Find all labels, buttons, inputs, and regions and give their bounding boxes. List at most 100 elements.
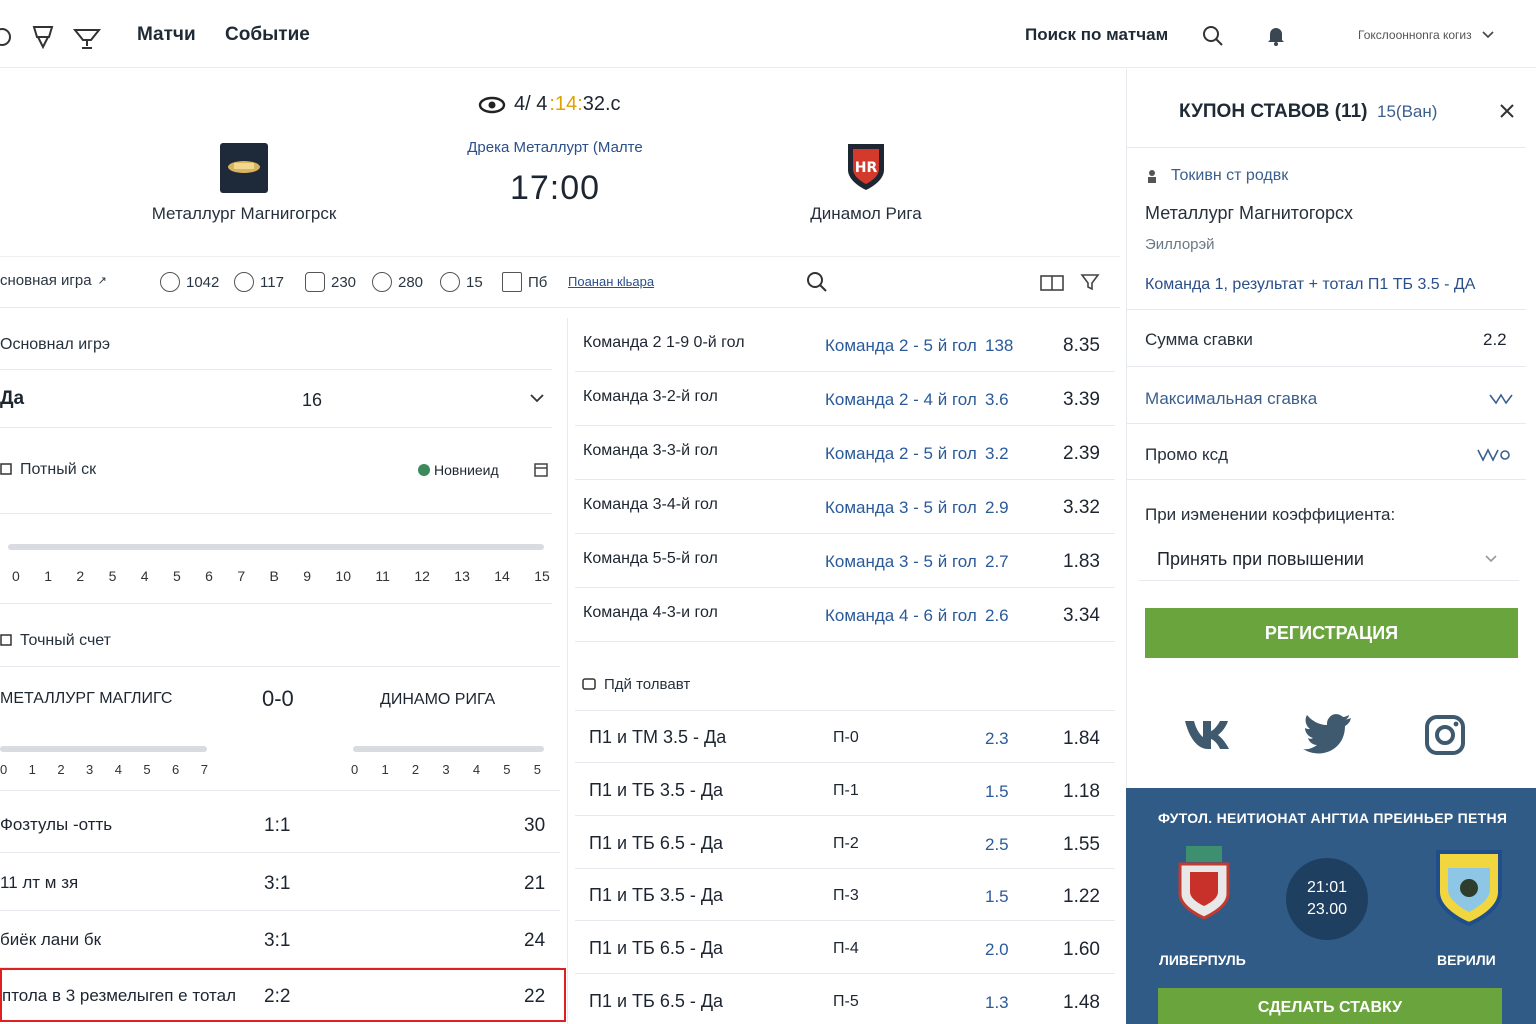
chevron-down-icon [1485,555,1497,563]
exact-score-value: 0-0 [262,686,294,711]
goal-odd[interactable]: 2.39 [1063,443,1100,464]
combo-code: П-2 [833,835,859,852]
goal-odd[interactable]: 1.83 [1063,551,1100,572]
goal-line: 2.9 [985,498,1009,517]
bell-icon[interactable] [1266,25,1286,47]
scale-tick: 4 [114,762,122,777]
scale-tick: 5 [503,762,511,777]
market-search-icon[interactable] [806,271,828,293]
tab-market-1[interactable]: 1042 [160,272,219,292]
combo-odd[interactable]: 1.55 [1063,834,1100,855]
score-row[interactable]: 11 лт м зя 3:1 21 [0,855,560,911]
goal-odds-row[interactable]: Команда 3-3-й гол Команда 2 - 5 й гол 3.2 2… [575,426,1115,480]
odds-change-select[interactable]: Принять при повышении [1139,535,1519,581]
user-menu[interactable]: Гокслоонноnга когиз [1358,28,1494,42]
divider [1127,309,1526,310]
max-stake-label[interactable]: Максимальная сгавка [1145,389,1318,408]
twitter-icon[interactable] [1303,713,1353,755]
tab-market-5[interactable]: 15 [440,272,483,292]
combo-odds-row[interactable]: П1 и ТБ 6.5 - Да П-2 2.5 1.55 [575,817,1115,869]
max-stake-icon[interactable] [1489,392,1513,406]
timer-prefix: 4/ 4 [514,93,548,115]
home-goals-slider[interactable] [0,746,207,752]
odds-change-value: Принять при повышении [1157,549,1364,569]
scale-tick: 4 [140,568,149,584]
total-section-title: Потный ск [0,461,96,479]
liverpool-crest-icon [1178,846,1230,920]
show-all-link[interactable]: Поанан кlьара [568,274,655,289]
combo-market: П1 и ТБ 6.5 - Да [589,938,724,958]
close-icon[interactable] [1499,103,1515,119]
place-bet-button[interactable]: СДЕЛАТЬ СТАВКУ [1158,988,1502,1024]
nav-matches[interactable]: Матчи [137,24,196,45]
exact-score-section: Точный счет [0,632,111,650]
total-badge[interactable]: Новниеид [418,462,499,478]
total-slider[interactable] [8,544,544,550]
dinamo-shield-icon: HR [848,144,884,190]
hockey-icon[interactable] [0,22,20,52]
combo-market: П1 и ТБ 3.5 - Да [589,780,724,800]
league-name[interactable]: Дрека Металлурт (Малте [467,139,643,156]
goal-odd[interactable]: 3.34 [1063,605,1100,626]
table-icon[interactable] [534,463,548,477]
main-game-select[interactable]: Да 16 [0,370,552,426]
scale-tick: 6 [172,762,180,777]
goal-outcome: Команда 2 - 4 й гол [825,390,977,409]
featured-away-team: ВЕРИЛИ [1437,952,1496,968]
nav-events[interactable]: Событие [225,24,310,45]
score-row[interactable]: Фозтулы -отть 1:1 30 [0,797,560,853]
tab-market-4[interactable]: 280 [372,272,423,292]
scale-tick: 0 [12,568,20,584]
combo-odd[interactable]: 1.22 [1063,886,1100,907]
layout-icon[interactable] [1040,274,1064,292]
promo-code-label[interactable]: Промо ксд [1145,445,1229,464]
trophy-icon[interactable] [28,22,58,52]
goal-odds-row[interactable]: Команда 2 1-9 0-й гол Команда 2 - 5 й гол… [575,318,1115,372]
score-row-score: 3:1 [264,873,291,894]
exact-away-team: ДИНАМО РИГА [380,691,496,708]
combo-odd[interactable]: 1.60 [1063,939,1100,960]
combo-odd[interactable]: 1.18 [1063,781,1100,802]
combo-odd[interactable]: 1.84 [1063,728,1100,749]
goal-odd[interactable]: 3.39 [1063,389,1100,410]
steel-logo-icon [228,161,260,173]
tab-market-3[interactable]: 230 [305,272,356,292]
instagram-icon[interactable] [1424,714,1466,756]
goal-odds-row[interactable]: Команда 3-2-й гол Команда 2 - 4 й гол 3.6 3… [575,372,1115,426]
note-icon [0,463,12,475]
home-team-name[interactable]: Металлург Магнигогрск [151,204,337,223]
search-icon[interactable] [1201,24,1225,48]
tab-market-2[interactable]: 117 [234,272,284,292]
goal-odd[interactable]: 8.35 [1063,335,1100,356]
odds-change-label: При иэменении коэффициента: [1145,505,1396,524]
register-button[interactable]: РЕГИСТРАЦИЯ [1145,608,1518,658]
scale-tick: 10 [335,568,351,584]
combo-odds-row[interactable]: П1 и ТБ 6.5 - Да П-4 2.0 1.60 [575,922,1115,974]
promo-code-icon[interactable] [1477,448,1515,462]
tab-main-game[interactable]: сновная игра ↗ [0,272,107,289]
score-row-selected[interactable]: птола в 3 резмелыгеп е тотал 2:2 22 [0,968,566,1022]
combo-odds-row[interactable]: П1 и ТБ 6.5 - Да П-5 1.3 1.48 [575,975,1115,1024]
goal-odds-row[interactable]: Команда 4-3-и гол Команда 4 - 6 й гол 2.6 3… [575,588,1115,642]
away-goals-slider[interactable] [353,746,544,752]
goal-odds-row[interactable]: Команда 3-4-й гол Команда 3 - 5 й гол 2.9 3… [575,480,1115,534]
stake-input[interactable]: 2.2 [1483,330,1507,349]
combo-odds-row[interactable]: П1 и ТБ 3.5 - Да П-3 1.5 1.22 [575,869,1115,921]
vk-icon[interactable] [1183,717,1235,751]
tab-market-6[interactable]: Пб [502,272,547,292]
goal-odd[interactable]: 3.32 [1063,497,1100,518]
combo-odds-row[interactable]: П1 и ТМ 3.5 - Да П-0 2.3 1.84 [575,711,1115,763]
filter-icon[interactable] [1080,272,1100,292]
coin-icon [372,272,392,292]
goal-odds-row[interactable]: Команда 5-5-й гол Команда 3 - 5 й гол 2.7 1… [575,534,1115,588]
search-matches-label[interactable]: Поиск по матчам [1025,25,1169,44]
combo-odd[interactable]: 1.48 [1063,992,1100,1013]
combo-odds-row[interactable]: П1 и ТБ 3.5 - Да П-1 1.5 1.18 [575,764,1115,816]
cup-icon[interactable] [72,22,102,52]
score-row[interactable]: биёк лани бк 3:1 24 [0,912,560,968]
main-game-title: Основнал игрэ [0,336,111,353]
combo-code: П-1 [833,782,859,799]
score-row-odd: 22 [524,986,546,1007]
away-team-name[interactable]: Динамол Рига [810,204,922,223]
coupon-bet-description: Команда 1, результат + тотал П1 ТБ 3.5 -… [1145,276,1476,293]
